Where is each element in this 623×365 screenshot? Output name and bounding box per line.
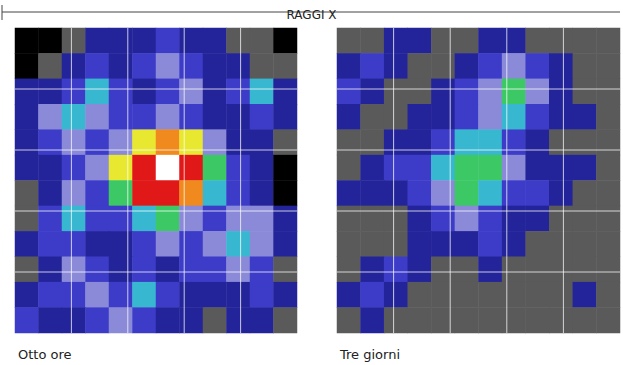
svg-text:RAGGI X: RAGGI X — [286, 8, 336, 22]
svg-text:Otto ore: Otto ore — [18, 347, 72, 362]
svg-text:Tre giorni: Tre giorni — [339, 347, 400, 362]
